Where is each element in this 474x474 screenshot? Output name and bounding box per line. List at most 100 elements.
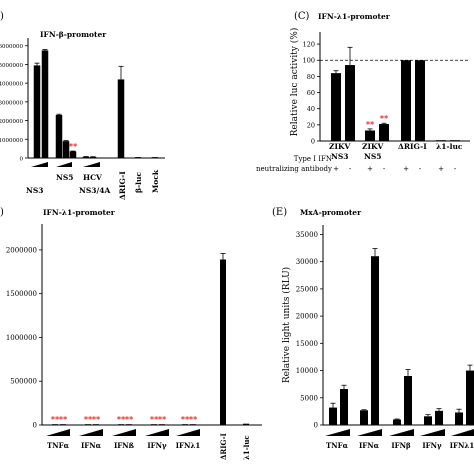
bar — [126, 424, 132, 425]
bar — [466, 370, 474, 425]
panel-d-group-labels: TNFα IFNα IFNß IFNγ IFNλ1 ΔRIG-I λ1-luc — [46, 429, 251, 460]
dose-wedge — [325, 429, 350, 436]
group-label-beta-luc: β-luc — [134, 172, 143, 193]
panel-c-title: IFN-λ1-promoter — [318, 12, 391, 21]
significance-marker: ** — [117, 414, 126, 424]
panel-e: (E) MxA-promoter Relative light units (R… — [272, 207, 474, 450]
y-tick-label: 0 — [20, 157, 24, 163]
group-label-zikv: ZIKV — [362, 142, 384, 151]
panel-c-ylabel: Relative luc activity (%) — [289, 28, 300, 137]
group-label: TNFα — [47, 441, 70, 450]
bar — [415, 60, 425, 141]
treatment-sign: - — [349, 165, 352, 173]
y-tick-label: 2000000 — [0, 119, 23, 125]
group-label-ns5: NS5 — [56, 173, 74, 182]
group-label-lambda1-luc: λ1-luc — [242, 435, 251, 460]
bar — [89, 156, 97, 158]
group-label-mock: Mock — [151, 169, 160, 193]
bar — [331, 73, 341, 141]
group-label-ns3-4a: NS3/4A — [79, 186, 110, 195]
y-tick-label: 5000 — [300, 394, 318, 402]
group-label-zikv: ZIKV — [329, 142, 351, 151]
bar — [85, 424, 91, 425]
bar — [404, 376, 412, 425]
y-tick-label: 500000 — [10, 378, 37, 386]
y-tick-label: 25000 — [296, 285, 318, 293]
dose-wedge — [357, 429, 382, 436]
y-tick-label: 20000 — [296, 313, 318, 321]
group-label: IFNβ — [391, 441, 411, 450]
y-tick-label: 0 — [311, 138, 315, 146]
panel-d: ) IFN-λ1-promoter 0 500000 1000000 1500000 2… — [0, 207, 262, 460]
bar — [220, 259, 226, 425]
dose-wedge — [46, 429, 70, 436]
y-tick-label: 4000000 — [0, 82, 23, 88]
group-label-delta-rig-i: ΔRIG-I — [118, 171, 127, 200]
group-label-ns3: NS3 — [331, 152, 349, 161]
y-tick-label: 2000000 — [6, 246, 37, 254]
bar — [93, 424, 99, 425]
group-label-delta-rig-i: ΔRIG-I — [398, 142, 427, 151]
y-tick-label: 80 — [307, 73, 315, 81]
bar — [82, 156, 90, 158]
panel-c: (C) IFN-λ1-promoter Relative luc activit… — [256, 11, 470, 173]
group-label-hcv: HCV — [83, 173, 102, 182]
group-label: TNFα — [326, 441, 349, 450]
significance-marker: ** — [92, 414, 101, 424]
panel-e-letter: (E) — [272, 207, 287, 218]
bar — [455, 412, 463, 425]
bar — [62, 141, 70, 158]
y-tick-label: 6000000 — [0, 44, 23, 50]
bar — [190, 424, 196, 425]
dose-wedge — [31, 162, 48, 167]
y-tick-label: 120 — [303, 41, 315, 49]
bar — [360, 410, 368, 425]
significance-marker: ** — [51, 414, 60, 424]
bar — [41, 50, 49, 158]
bar — [371, 256, 379, 425]
treatment-sign: - — [454, 165, 457, 173]
bar — [151, 424, 157, 425]
y-tick-label: 0 — [33, 422, 37, 430]
bar — [329, 407, 337, 425]
dose-wedge — [56, 162, 72, 167]
treatment-sign: + — [403, 165, 409, 173]
bar — [117, 79, 125, 158]
y-tick-label: 0 — [314, 422, 318, 430]
bar — [55, 114, 63, 158]
group-label-ns3: NS3 — [26, 186, 44, 195]
treatment-sign: + — [438, 165, 444, 173]
bar — [60, 424, 66, 425]
significance-marker: ** — [380, 113, 389, 123]
significance-marker: ** — [84, 414, 93, 424]
dose-wedge — [79, 429, 103, 436]
bar — [243, 423, 249, 425]
y-tick-label: 1000000 — [6, 334, 37, 342]
bar — [450, 140, 460, 141]
dose-wedge — [176, 429, 200, 436]
significance-marker: ** — [125, 414, 134, 424]
group-label: IFNγ — [422, 441, 442, 450]
y-tick-label: 40 — [307, 105, 315, 113]
group-label-ns5: NS5 — [364, 152, 382, 161]
bar — [118, 424, 124, 425]
bar — [33, 65, 41, 158]
y-tick-label: 1000000 — [0, 138, 23, 144]
panel-a-letter: ) — [0, 11, 4, 22]
treatment-sign: + — [333, 165, 339, 173]
bar — [365, 130, 375, 141]
panel-d-title: IFN-λ1-promoter — [43, 208, 116, 217]
group-label-delta-rig-i: ΔRIG-I — [219, 433, 228, 460]
group-label: IFNλ1 — [176, 441, 201, 450]
y-tick-label: 100 — [303, 57, 315, 65]
significance-marker: ** — [181, 414, 190, 424]
panel-d-letter: ) — [0, 207, 4, 218]
bar — [345, 65, 355, 141]
panel-a-group-labels: NS3 NS5 HCV NS3/4A ΔRIG-I β-luc Mock — [26, 169, 160, 200]
panel-e-group-labels: TNFα IFNα IFNβ IFNγ IFNλ1 — [325, 429, 474, 450]
bar — [159, 424, 165, 425]
group-label-lambda1-luc: λ1-luc — [436, 142, 463, 151]
bar — [436, 140, 446, 141]
treatment-label-line2: neutralizing antibody — [256, 165, 332, 173]
bar — [379, 124, 389, 141]
